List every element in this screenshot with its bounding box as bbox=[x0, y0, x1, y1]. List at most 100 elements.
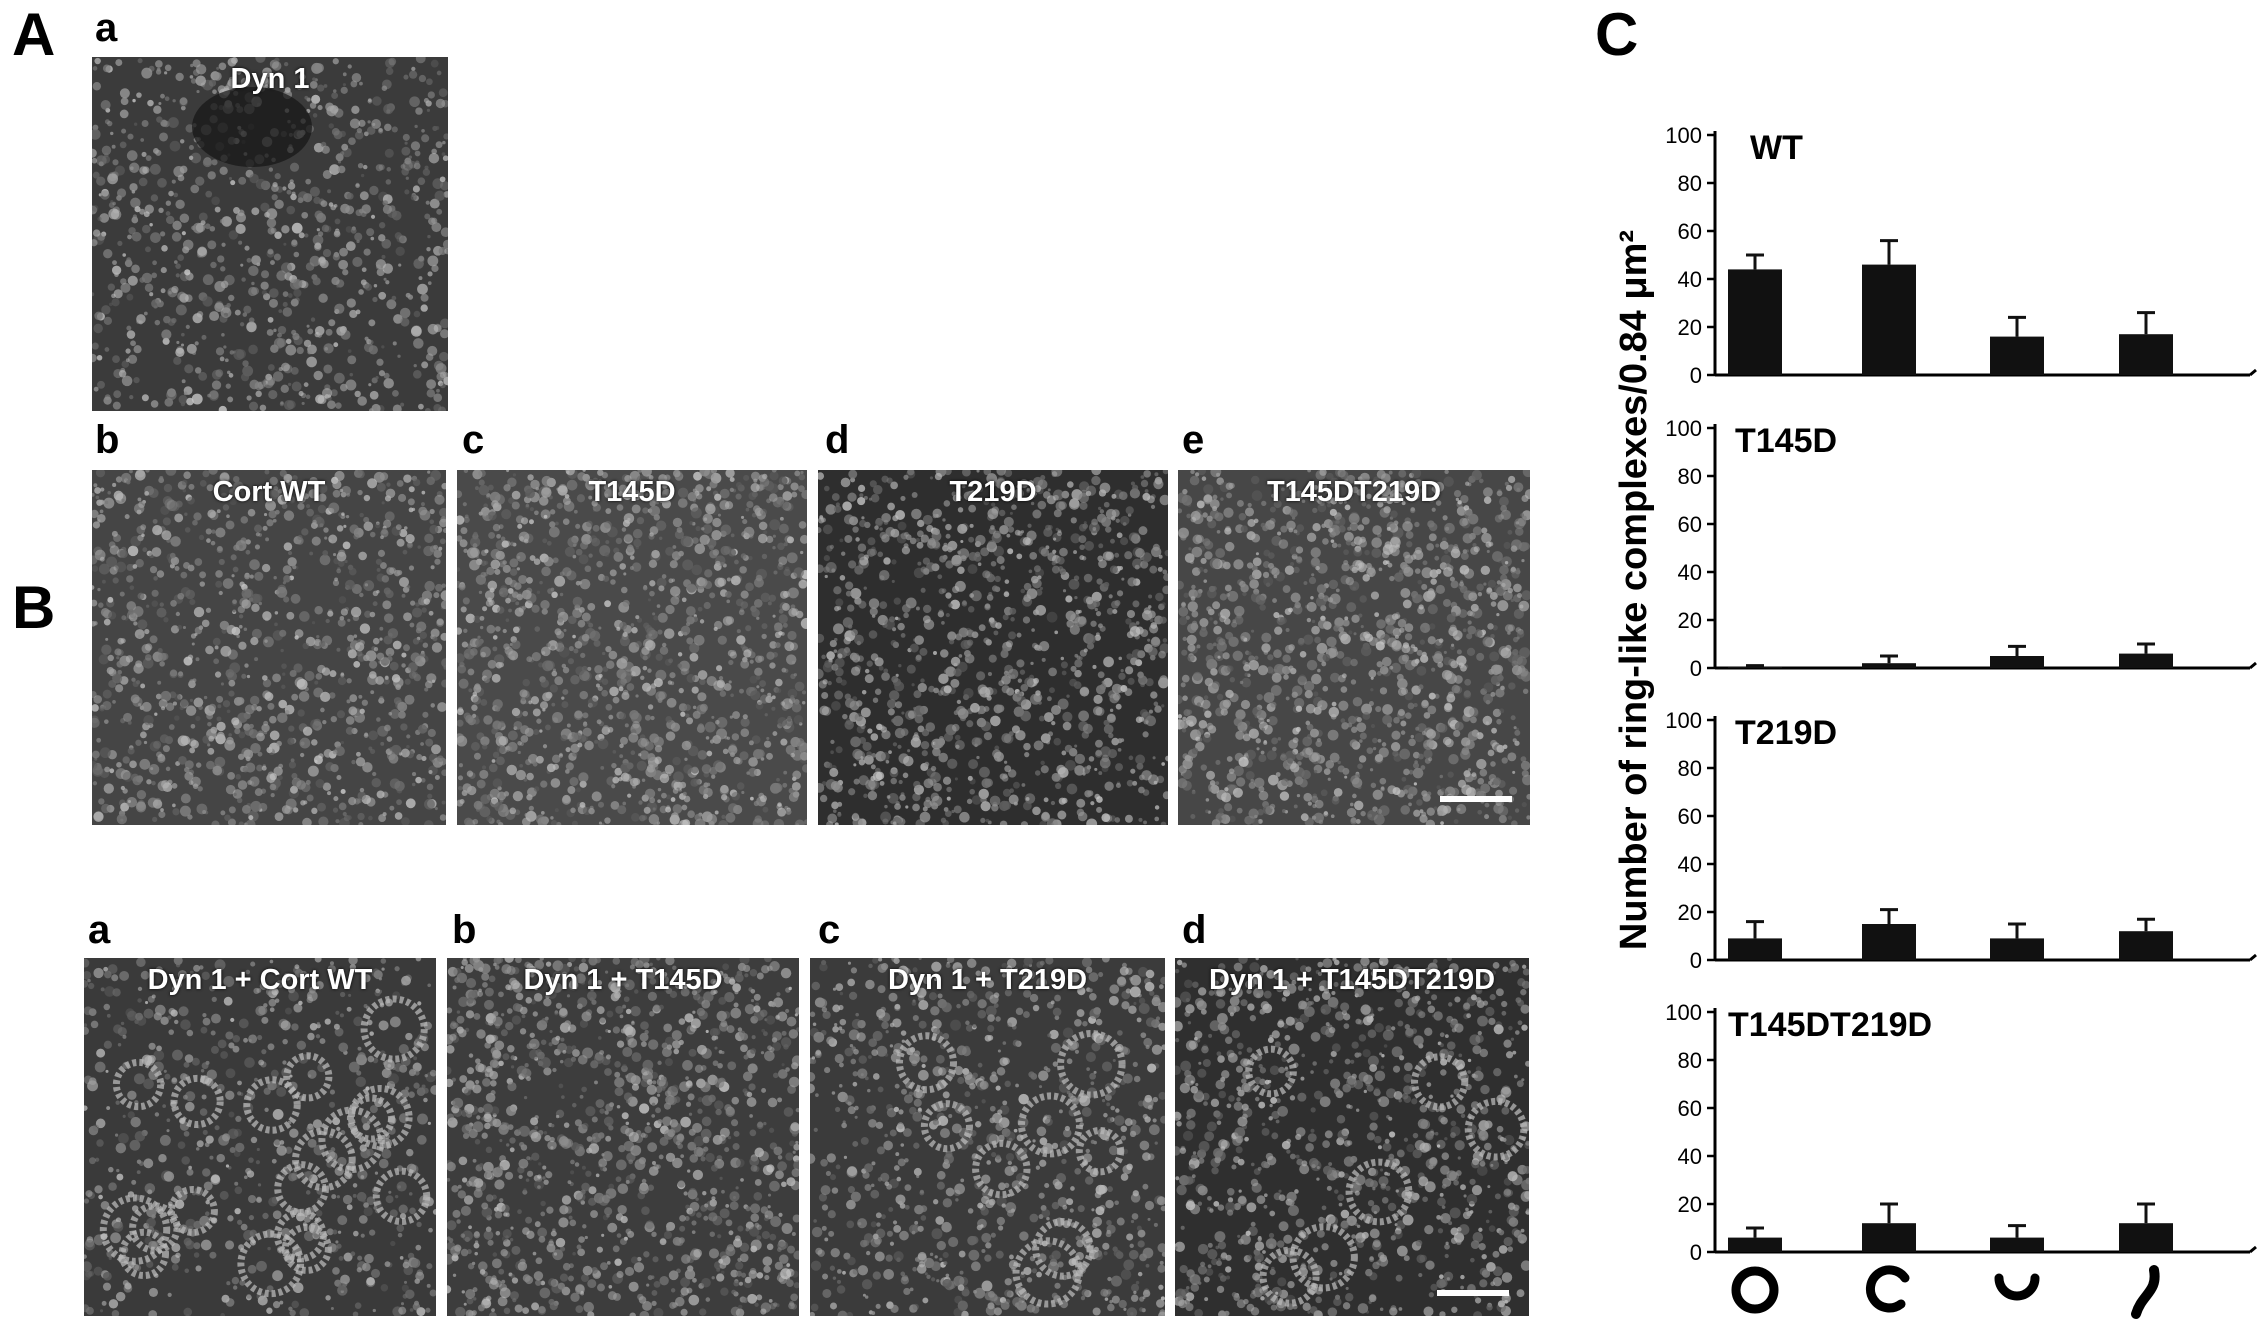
subchart-title: T145D bbox=[1735, 422, 1837, 460]
subchart-title: T145DT219D bbox=[1728, 1006, 1932, 1044]
y-tick-label: 40 bbox=[1678, 1144, 1702, 1169]
bar bbox=[2119, 334, 2173, 375]
y-tick-label: 40 bbox=[1678, 267, 1702, 292]
y-tick-label: 0 bbox=[1690, 948, 1702, 973]
subchart-t145dt219d: 0 20 40 60 80 100 T145DT219D bbox=[1665, 1000, 2257, 1265]
y-tick-label: 80 bbox=[1678, 464, 1702, 489]
panel-letter-b-main: B bbox=[12, 574, 56, 641]
em-image-dyn1-t145dt219d: Dyn 1 + T145DT219D bbox=[1175, 958, 1529, 1316]
em-label-cort-wt: Cort WT bbox=[212, 476, 326, 508]
c-shape-icon bbox=[1865, 1265, 1910, 1313]
em-texture bbox=[810, 958, 1165, 1316]
y-tick-label: 20 bbox=[1678, 608, 1702, 633]
subpanel-letter-a-c: c bbox=[462, 418, 485, 462]
x-axis-end-tick bbox=[2249, 953, 2257, 962]
y-tick-label: 100 bbox=[1665, 1000, 1702, 1025]
y-tick-label: 20 bbox=[1678, 1192, 1702, 1217]
em-image-t219d: T219D bbox=[818, 470, 1168, 825]
y-tick-label: 40 bbox=[1678, 852, 1702, 877]
y-tick-label: 60 bbox=[1678, 1096, 1702, 1121]
bar bbox=[2119, 931, 2173, 960]
em-image-dyn1-cort-wt: Dyn 1 + Cort WT bbox=[84, 958, 436, 1316]
y-tick-label: 100 bbox=[1665, 123, 1702, 148]
subpanel-letter-a-b: b bbox=[95, 418, 120, 462]
bar bbox=[2119, 1223, 2173, 1252]
bar bbox=[1728, 938, 1782, 960]
em-texture bbox=[1178, 470, 1530, 825]
y-tick-label: 100 bbox=[1665, 708, 1702, 733]
bar bbox=[1728, 666, 1782, 668]
subchart-t219d: 0 20 40 60 80 100 T219D bbox=[1665, 708, 2257, 973]
em-label-t219d: T219D bbox=[949, 476, 1037, 508]
em-texture bbox=[92, 470, 446, 825]
em-texture bbox=[84, 958, 436, 1316]
bar bbox=[1862, 1223, 1916, 1252]
bar bbox=[1862, 663, 1916, 668]
y-tick-label: 0 bbox=[1690, 656, 1702, 681]
y-tick-label: 0 bbox=[1690, 1240, 1702, 1265]
em-texture bbox=[92, 57, 448, 411]
panel-letter-c-main: C bbox=[1595, 1, 1639, 68]
closed-ring-icon bbox=[1731, 1266, 1779, 1314]
subpanel-letter-b-c: c bbox=[818, 908, 841, 952]
y-tick-label: 80 bbox=[1678, 756, 1702, 781]
subpanel-letter-b-a: a bbox=[88, 908, 111, 952]
bar bbox=[1990, 1237, 2044, 1252]
em-label-dyn1: Dyn 1 bbox=[230, 63, 310, 95]
y-tick-label: 80 bbox=[1678, 1048, 1702, 1073]
em-label-dyn1-t145dt219d: Dyn 1 + T145DT219D bbox=[1208, 964, 1496, 996]
bar bbox=[1862, 924, 1916, 960]
em-texture bbox=[457, 470, 807, 825]
em-image-dyn1-t219d: Dyn 1 + T219D bbox=[810, 958, 1165, 1316]
bar bbox=[2119, 653, 2173, 668]
subchart-title: WT bbox=[1750, 129, 1803, 167]
bar bbox=[1728, 1237, 1782, 1252]
bar bbox=[1862, 264, 1916, 375]
u-shape-icon bbox=[1994, 1273, 2040, 1301]
em-image-dyn1-t145d: Dyn 1 + T145D bbox=[447, 958, 799, 1316]
em-image-t145d: T145D bbox=[457, 470, 807, 825]
y-tick-label: 60 bbox=[1678, 512, 1702, 537]
bar-chart-c: 0 20 40 60 80 100 WT 0 20 40 60 80 100 T145D 0 20 40 60 80… bbox=[1613, 123, 2257, 1319]
em-label-dyn1-t145d: Dyn 1 + T145D bbox=[523, 964, 723, 996]
s-shape-icon bbox=[2131, 1265, 2160, 1319]
subpanel-letter-b-b: b bbox=[452, 908, 477, 952]
x-axis-end-tick bbox=[2249, 368, 2257, 377]
y-tick-label: 100 bbox=[1665, 416, 1702, 441]
y-tick-label: 80 bbox=[1678, 171, 1702, 196]
em-image-dyn1: Dyn 1 bbox=[92, 57, 448, 411]
em-label-t145d: T145D bbox=[588, 476, 676, 508]
panel-letter-a-main: A bbox=[12, 1, 56, 68]
y-tick-label: 60 bbox=[1678, 804, 1702, 829]
bar bbox=[1990, 656, 2044, 668]
y-tick-label: 40 bbox=[1678, 560, 1702, 585]
x-axis-end-tick bbox=[2249, 1245, 2257, 1254]
em-texture bbox=[1175, 958, 1529, 1316]
bar bbox=[1990, 938, 2044, 960]
x-axis-end-tick bbox=[2249, 661, 2257, 670]
em-texture bbox=[447, 958, 799, 1316]
em-image-t145dt219d: T145DT219D bbox=[1178, 470, 1530, 825]
subchart-t145d: 0 20 40 60 80 100 T145D bbox=[1665, 416, 2257, 681]
em-label-t145dt219d: T145DT219D bbox=[1266, 476, 1442, 508]
category-icons bbox=[1731, 1265, 2160, 1319]
subpanel-letter-b-d: d bbox=[1182, 908, 1207, 952]
y-tick-label: 20 bbox=[1678, 315, 1702, 340]
em-texture bbox=[818, 470, 1168, 825]
subpanel-letter-a-d: d bbox=[825, 418, 850, 462]
y-tick-label: 60 bbox=[1678, 219, 1702, 244]
subchart-title: T219D bbox=[1735, 714, 1837, 752]
bar bbox=[1728, 269, 1782, 375]
y-tick-label: 20 bbox=[1678, 900, 1702, 925]
em-label-dyn1-cort-wt: Dyn 1 + Cort WT bbox=[147, 964, 373, 996]
em-label-dyn1-t219d: Dyn 1 + T219D bbox=[887, 964, 1088, 996]
scale-bar-a bbox=[1440, 796, 1512, 802]
subpanel-letter-a-a: a bbox=[95, 6, 118, 50]
scale-bar-b bbox=[1437, 1290, 1509, 1296]
bar bbox=[1990, 336, 2044, 375]
y-tick-label: 0 bbox=[1690, 363, 1702, 388]
y-axis-label: Number of ring-like complexes/0.84 μm² bbox=[1613, 230, 1655, 950]
subchart-wt: 0 20 40 60 80 100 WT bbox=[1665, 123, 2257, 388]
subpanel-letter-a-e: e bbox=[1182, 418, 1205, 462]
em-image-cort-wt: Cort WT bbox=[92, 470, 446, 825]
